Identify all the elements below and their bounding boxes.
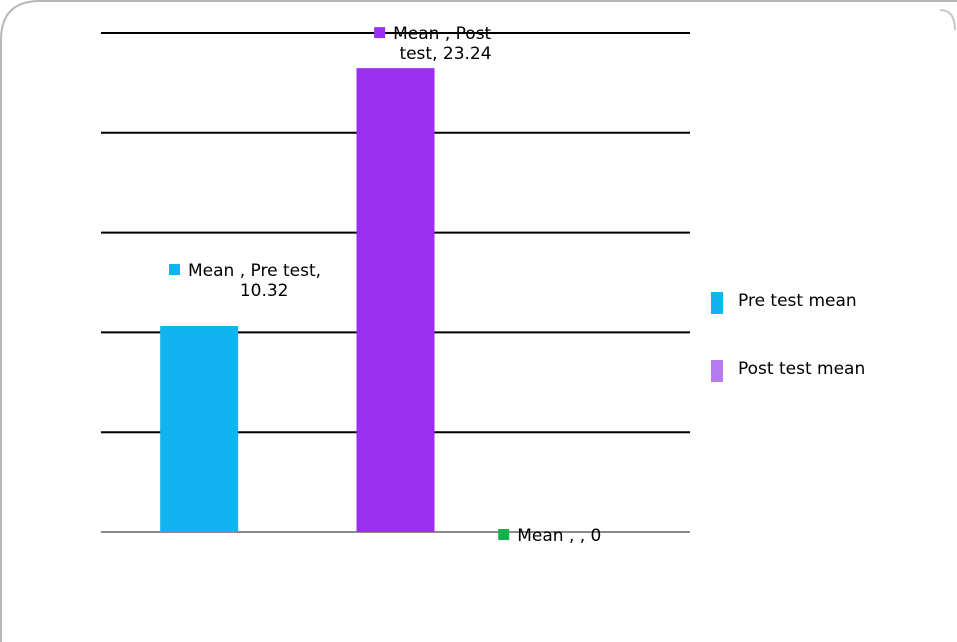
data-label-marker	[498, 529, 510, 540]
legend-label: Pre test mean	[738, 291, 857, 311]
data-label-1: Mean , Pre test,10.32	[169, 261, 321, 301]
bars	[160, 68, 435, 532]
data-label-line2: test, 23.24	[399, 44, 491, 64]
legend-item-2: Post test mean	[711, 359, 865, 382]
data-label-line1: Mean , , 0	[517, 526, 601, 546]
legend-swatch	[711, 292, 723, 314]
data-label-line1: Mean , Pre test,	[188, 261, 321, 281]
bar-2	[356, 68, 435, 532]
data-label-line1: Mean , Post	[393, 24, 491, 44]
data-label-3: Mean , , 0	[498, 526, 601, 546]
data-label-marker	[169, 264, 181, 276]
legend-item-1: Pre test mean	[711, 291, 857, 314]
legend-label: Post test mean	[738, 359, 865, 379]
data-label-marker	[374, 27, 386, 39]
legend: Pre test mean Post test mean	[711, 291, 865, 382]
bar-1	[160, 326, 239, 532]
data-label-line2: 10.32	[240, 281, 289, 301]
legend-swatch	[711, 360, 723, 382]
